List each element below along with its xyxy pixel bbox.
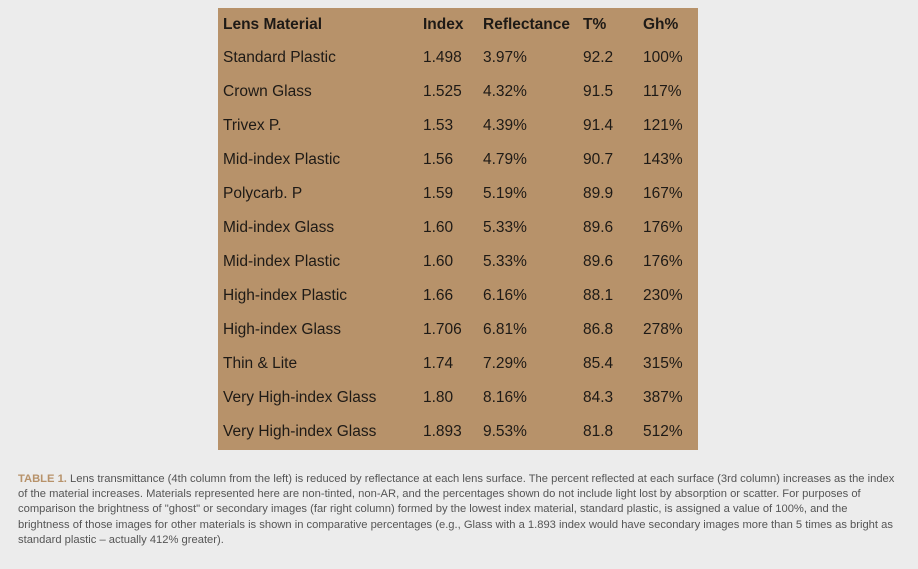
table-row: High-index Glass 1.706 6.81% 86.8 278% [218,313,698,347]
table-row: Polycarb. P 1.59 5.19% 89.9 167% [218,177,698,211]
index-cell: 1.498 [423,49,462,66]
transmittance-cell: 86.8 [583,321,614,338]
ghost-cell: 143% [643,151,683,168]
transmittance-cell: 88.1 [583,287,614,304]
index-cell: 1.60 [423,253,454,270]
index-cell: 1.53 [423,117,454,134]
ghost-cell: 315% [643,355,683,372]
ghost-cell: 167% [643,185,683,202]
header-index: Index [423,15,464,33]
caption-label: TABLE 1. [18,473,67,485]
index-cell: 1.56 [423,151,454,168]
ghost-cell: 121% [643,117,683,134]
table-row: Standard Plastic 1.498 3.97% 92.2 100% [218,41,698,75]
reflectance-cell: 5.33% [483,219,527,236]
table-row: Thin & Lite 1.74 7.29% 85.4 315% [218,347,698,381]
lens-material-table: Lens Material Index Reflectance T% Gh% S… [218,8,698,449]
transmittance-cell: 91.5 [583,83,614,100]
table-row: Mid-index Plastic 1.56 4.79% 90.7 143% [218,143,698,177]
table-row: Trivex P. 1.53 4.39% 91.4 121% [218,109,698,143]
reflectance-cell: 4.79% [483,151,527,168]
index-cell: 1.60 [423,219,454,236]
transmittance-cell: 89.6 [583,219,614,236]
ghost-cell: 512% [643,423,683,440]
table-row: Mid-index Plastic 1.60 5.33% 89.6 176% [218,245,698,279]
reflectance-cell: 5.33% [483,253,527,270]
lens-material-cell: High-index Plastic [223,287,348,304]
lens-material-cell: Mid-index Plastic [223,253,341,270]
header-ghost: Gh% [643,15,679,33]
reflectance-cell: 8.16% [483,389,527,406]
transmittance-cell: 84.3 [583,389,614,406]
ghost-cell: 176% [643,253,683,270]
index-cell: 1.74 [423,355,454,372]
transmittance-cell: 85.4 [583,355,614,372]
transmittance-cell: 90.7 [583,151,614,168]
index-cell: 1.706 [423,321,462,338]
header-reflectance: Reflectance [483,15,571,33]
table-row: High-index Plastic 1.66 6.16% 88.1 230% [218,279,698,313]
reflectance-cell: 9.53% [483,423,527,440]
index-cell: 1.525 [423,83,462,100]
lens-material-cell: Polycarb. P [223,185,303,202]
lens-material-cell: High-index Glass [223,321,342,338]
reflectance-cell: 6.81% [483,321,527,338]
ghost-cell: 278% [643,321,683,338]
lens-table-container: Lens Material Index Reflectance T% Gh% S… [218,8,698,450]
caption-text: Lens transmittance (4th column from the … [18,473,895,546]
lens-material-cell: Standard Plastic [223,49,336,66]
reflectance-cell: 4.32% [483,83,527,100]
reflectance-cell: 5.19% [483,185,527,202]
lens-material-cell: Mid-index Plastic [223,151,341,168]
reflectance-cell: 7.29% [483,355,527,372]
lens-material-cell: Trivex P. [223,117,282,134]
ghost-cell: 117% [643,83,682,100]
table-row: Very High-index Glass 1.80 8.16% 84.3 387% [218,381,698,415]
header-transmittance: T% [583,15,607,33]
index-cell: 1.80 [423,389,454,406]
transmittance-cell: 81.8 [583,423,614,440]
reflectance-cell: 4.39% [483,117,527,134]
index-cell: 1.66 [423,287,454,304]
lens-material-cell: Crown Glass [223,83,312,100]
table-header-row: Lens Material Index Reflectance T% Gh% [218,8,698,41]
table-caption: TABLE 1. Lens transmittance (4th column … [18,472,898,548]
table-row: Crown Glass 1.525 4.32% 91.5 117% [218,75,698,109]
lens-material-cell: Very High-index Glass [223,389,377,406]
transmittance-cell: 89.6 [583,253,614,270]
table-row: Mid-index Glass 1.60 5.33% 89.6 176% [218,211,698,245]
table-row: Very High-index Glass 1.893 9.53% 81.8 512% [218,415,698,449]
ghost-cell: 230% [643,287,683,304]
table-body: Standard Plastic 1.498 3.97% 92.2 100% Crown … [218,41,698,449]
lens-material-cell: Mid-index Glass [223,219,335,236]
ghost-cell: 387% [643,389,683,406]
transmittance-cell: 91.4 [583,117,614,134]
ghost-cell: 176% [643,219,683,236]
index-cell: 1.59 [423,185,454,202]
reflectance-cell: 6.16% [483,287,527,304]
index-cell: 1.893 [423,423,462,440]
header-lens-material: Lens Material [223,15,323,33]
transmittance-cell: 89.9 [583,185,614,202]
lens-material-cell: Very High-index Glass [223,423,377,440]
reflectance-cell: 3.97% [483,49,527,66]
transmittance-cell: 92.2 [583,49,614,66]
lens-material-cell: Thin & Lite [223,355,298,372]
ghost-cell: 100% [643,49,683,66]
